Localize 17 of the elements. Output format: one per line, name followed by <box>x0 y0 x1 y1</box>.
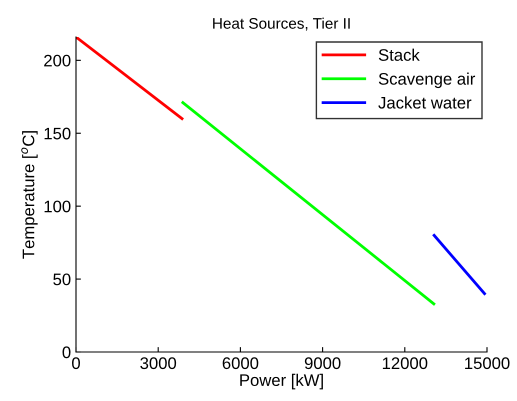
legend-label: Scavenge air <box>378 72 476 88</box>
x-tick-label: 12000 <box>382 357 428 370</box>
x-tick-label: 0 <box>72 357 80 370</box>
x-tick-label: 3000 <box>140 357 176 370</box>
x-tick-label: 9000 <box>304 357 340 370</box>
x-axis-title: Power [kW] <box>240 374 323 390</box>
y-tick-label: 50 <box>53 273 70 286</box>
legend-label: Stack <box>378 48 420 61</box>
y-tick-label: 200 <box>44 54 70 67</box>
x-tick-label: 15000 <box>465 357 510 370</box>
y-tick-label: 150 <box>44 128 70 140</box>
y-tick-label: 100 <box>44 200 70 212</box>
legend-label: Jacket water <box>378 96 472 109</box>
chart-title: Heat Sources, Tier II <box>213 18 350 31</box>
y-axis-title: Temperature [$^{o}$C] <box>21 131 38 259</box>
y-tick-label: 0 <box>62 346 70 358</box>
x-tick-label: 6000 <box>222 357 258 370</box>
